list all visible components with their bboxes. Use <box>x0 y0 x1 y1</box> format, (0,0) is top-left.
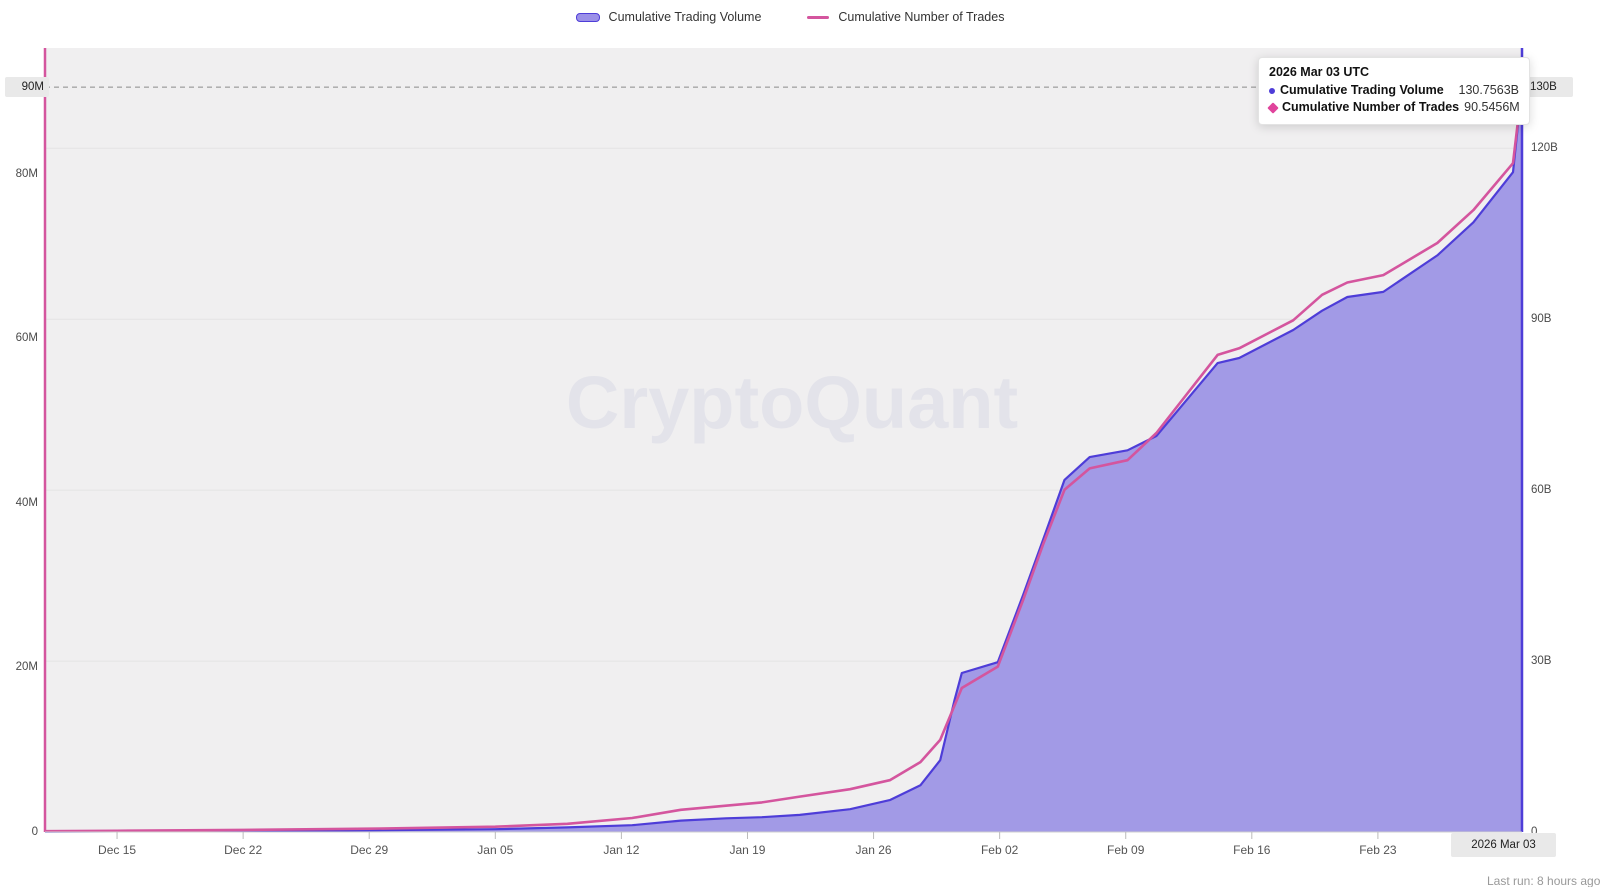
y-axis-label-right: 0 <box>1531 826 1538 838</box>
volume-area-swatch-icon <box>575 12 600 22</box>
right-axis-crosshair-label: 130B <box>1525 77 1573 98</box>
y-axis-label-left: 40M <box>15 496 38 509</box>
trades-diamond-icon <box>1267 101 1279 114</box>
legend-label: Cumulative Number of Trades <box>838 10 1005 24</box>
x-axis-label: Feb 16 <box>1233 843 1271 857</box>
volume-line <box>44 86 1524 833</box>
x-axis-label: Feb 09 <box>1107 843 1145 857</box>
legend-item-number-of-trades[interactable]: Cumulative Number of Trades <box>807 10 1004 24</box>
tooltip-label: Cumulative Number of Trades <box>1282 100 1460 114</box>
tooltip: 2026 Mar 03 UTC Cumulative Trading Volum… <box>1258 57 1530 125</box>
volume-area <box>45 87 1522 832</box>
y-axis-label-left: 60M <box>15 332 38 345</box>
volume-dot-icon <box>1269 87 1275 94</box>
y-axis-label-left: 80M <box>15 167 38 180</box>
tooltip-value: 130.7563B <box>1458 83 1519 97</box>
x-axis-label: Jan 19 <box>729 843 766 857</box>
legend-label: Cumulative Trading Volume <box>608 10 762 24</box>
x-axis-label: Feb 02 <box>980 843 1019 857</box>
legend-item-trading-volume[interactable]: Cumulative Trading Volume <box>575 10 762 24</box>
tooltip-label: Cumulative Trading Volume <box>1280 83 1444 97</box>
x-axis-label: Feb 23 <box>1359 843 1397 857</box>
y-axis-label-right: 90B <box>1531 313 1552 326</box>
last-run-status: Last run: 8 hours ago <box>1487 874 1600 887</box>
legend: Cumulative Trading Volume Cumulative Num… <box>0 10 1580 24</box>
x-axis-label: Jan 05 <box>477 843 514 857</box>
trades-line-swatch-icon <box>807 15 830 19</box>
trades-line <box>44 86 1524 833</box>
x-axis-label: Jan 26 <box>855 843 892 857</box>
x-axis-label: Dec 22 <box>224 843 263 857</box>
tooltip-row-trades: Cumulative Number of Trades 90.5456M <box>1267 99 1520 116</box>
x-axis-label: Dec 15 <box>98 843 137 857</box>
y-axis-label-right: 30B <box>1531 655 1552 668</box>
x-axis-label: Dec 29 <box>350 843 389 857</box>
y-axis-label-right: 120B <box>1531 142 1558 155</box>
tooltip-title: 2026 Mar 03 UTC <box>1269 65 1370 79</box>
left-axis-crosshair-label: 90M <box>5 77 49 98</box>
x-axis-label: Jan 12 <box>603 843 640 857</box>
tooltip-row-volume: Cumulative Trading Volume 130.7563B <box>1269 82 1519 99</box>
x-axis-crosshair-label: 2026 Mar 03 <box>1451 833 1556 857</box>
y-axis-label-left: 20M <box>15 661 38 674</box>
tooltip-value: 90.5456M <box>1464 100 1520 114</box>
y-axis-label-left: 0 <box>31 826 38 838</box>
y-axis-label-right: 60B <box>1531 484 1552 497</box>
